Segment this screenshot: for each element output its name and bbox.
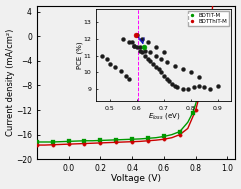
X-axis label: Voltage (V): Voltage (V) [111, 174, 161, 184]
Y-axis label: Current density (mA/cm²): Current density (mA/cm²) [6, 29, 14, 136]
